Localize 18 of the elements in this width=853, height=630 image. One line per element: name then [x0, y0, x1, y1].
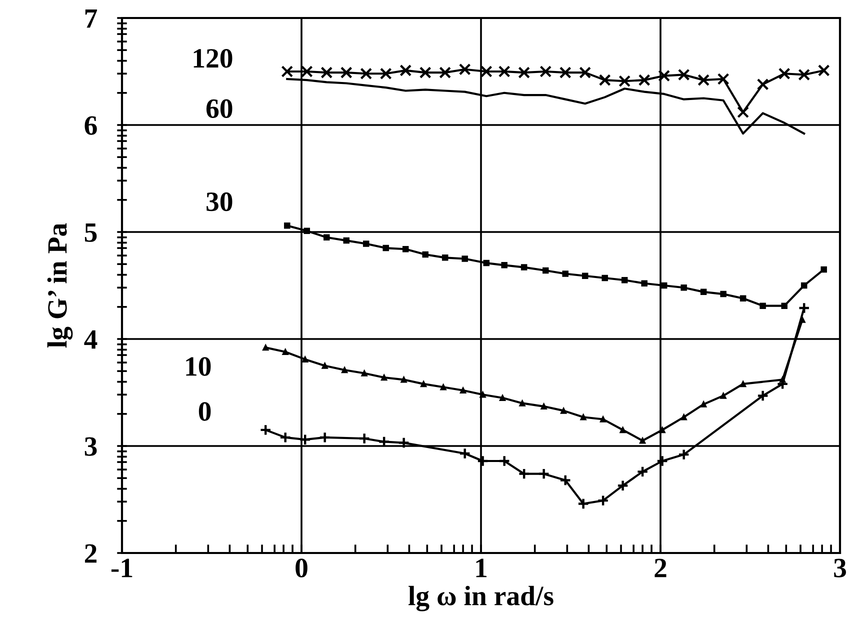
y-tick-label: 6 — [84, 116, 97, 135]
x-tick-label: 0 — [296, 558, 308, 578]
y-tick-label: 4 — [84, 330, 98, 349]
y-tick-label: 2 — [84, 544, 96, 563]
y-tick-label: 5 — [84, 223, 97, 242]
x-tick-label: 2 — [654, 558, 666, 578]
series-label: 120 — [194, 49, 232, 68]
x-tick-label: -1 — [111, 558, 132, 578]
y-tick-label: 7 — [85, 9, 98, 28]
y-axis-title: lg G’ in Pa — [47, 223, 73, 348]
y-tick-label: 3 — [84, 437, 97, 456]
series-label: 10 — [186, 357, 211, 376]
x-tick-label: 1 — [476, 558, 487, 578]
series-label: 0 — [198, 402, 211, 421]
x-axis-title: lg ω in rad/s — [408, 586, 554, 612]
series-label: 30 — [206, 192, 232, 212]
text: 60 — [206, 99, 232, 118]
x-tick-label: 3 — [834, 558, 846, 578]
